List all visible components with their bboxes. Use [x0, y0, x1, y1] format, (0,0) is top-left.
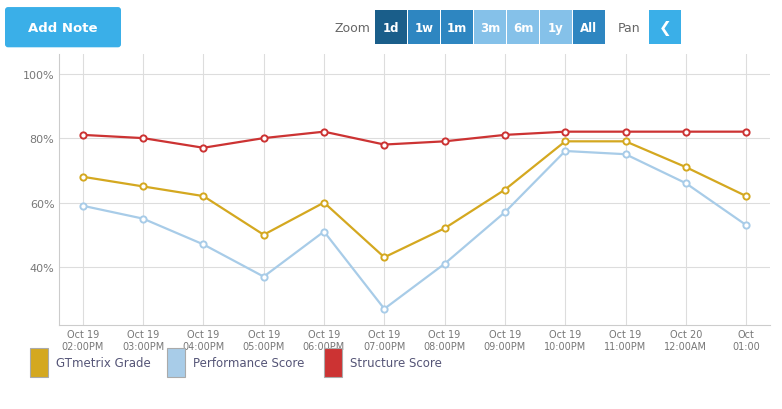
Text: Performance Score: Performance Score [193, 356, 304, 369]
FancyBboxPatch shape [540, 11, 572, 45]
Text: 1d: 1d [382, 22, 400, 35]
Text: 1m: 1m [447, 22, 467, 35]
FancyBboxPatch shape [649, 11, 681, 45]
Text: GTmetrix Grade: GTmetrix Grade [56, 356, 151, 369]
FancyBboxPatch shape [408, 11, 440, 45]
Text: Add Note: Add Note [28, 22, 98, 35]
FancyBboxPatch shape [324, 348, 342, 378]
FancyBboxPatch shape [507, 11, 539, 45]
Text: Pan: Pan [618, 22, 640, 35]
FancyBboxPatch shape [375, 11, 407, 45]
FancyBboxPatch shape [30, 348, 48, 378]
Text: All: All [580, 22, 597, 35]
FancyBboxPatch shape [5, 8, 121, 48]
Text: Structure Score: Structure Score [350, 356, 441, 369]
Text: 6m: 6m [513, 22, 533, 35]
FancyBboxPatch shape [573, 11, 605, 45]
Text: ❮: ❮ [658, 20, 672, 36]
Text: 1w: 1w [414, 22, 433, 35]
Text: 3m: 3m [480, 22, 500, 35]
FancyBboxPatch shape [474, 11, 506, 45]
FancyBboxPatch shape [441, 11, 473, 45]
Text: 1y: 1y [548, 22, 564, 35]
FancyBboxPatch shape [167, 348, 185, 378]
Text: Zoom: Zoom [334, 22, 370, 35]
